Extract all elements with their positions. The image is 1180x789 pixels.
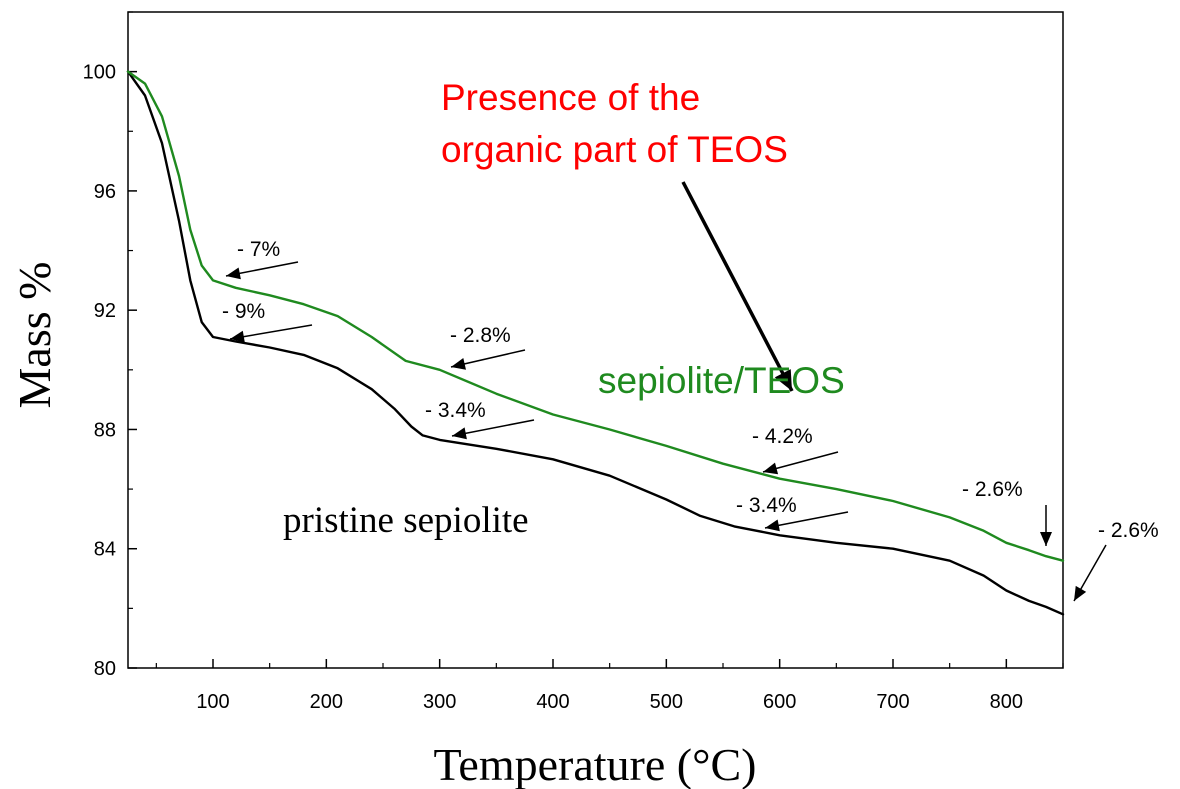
x-tick-label: 500 xyxy=(650,691,683,713)
annotation-arrows xyxy=(225,181,1107,602)
y-tick-label: 96 xyxy=(94,181,116,203)
label-green-2-6pct: - 2.6% xyxy=(962,478,1023,501)
note-line-1: Presence of the xyxy=(441,77,700,118)
arrow-teos-note-head xyxy=(774,369,792,391)
x-tick-label: 300 xyxy=(423,691,456,713)
x-tick-label: 400 xyxy=(536,691,569,713)
arrow-3-4pct-2-head xyxy=(765,519,780,532)
series-layer xyxy=(126,70,1065,616)
x-tick-label: 700 xyxy=(876,691,909,713)
label-black-2-6pct: - 2.6% xyxy=(1098,519,1159,542)
note-line-2: organic part of TEOS xyxy=(441,129,788,170)
x-tick-label: 800 xyxy=(990,691,1023,713)
arrow-3-4pct-head xyxy=(452,427,467,440)
x-tick-label: 100 xyxy=(196,691,229,713)
label-green-4-2pct: - 4.2% xyxy=(752,425,813,448)
curve-label-teos: sepiolite/TEOS xyxy=(598,360,845,401)
x-tick-label: 600 xyxy=(763,691,796,713)
y-tick-label: 88 xyxy=(94,419,116,441)
arrow-9pct-head xyxy=(230,330,245,343)
y-tick-label: 92 xyxy=(94,300,116,322)
label-black-3-4pct-2: - 3.4% xyxy=(736,494,797,517)
axis-ticks: 100 200 300 400 500 600 700 800 80 84 88 92 96 100 xyxy=(83,11,1064,713)
series-line-teos xyxy=(126,70,1065,562)
y-tick-label: 100 xyxy=(83,62,116,84)
y-tick-label: 80 xyxy=(94,658,116,680)
label-black-9pct: - 9% xyxy=(222,300,265,323)
arrow-teos-note xyxy=(681,181,794,392)
x-axis-title: Temperature (°C) xyxy=(434,739,757,789)
series-line-pristine xyxy=(126,70,1065,616)
arrow-4-2pct-head xyxy=(763,462,779,475)
arrow-2-8pct-head xyxy=(451,358,466,370)
curve-label-pristine: pristine sepiolite xyxy=(283,500,529,541)
x-tick-label: 200 xyxy=(310,691,343,713)
arrow-2-6pct-green-head xyxy=(1040,532,1052,546)
arrow-3-4pct-2 xyxy=(764,511,849,529)
y-tick-label: 84 xyxy=(94,539,116,561)
y-axis-title: Mass % xyxy=(9,262,60,409)
label-green-7pct: - 7% xyxy=(237,238,280,261)
plot-frame xyxy=(127,11,1064,669)
arrow-2-6pct-black-head xyxy=(1074,585,1087,601)
arrow-7pct-head xyxy=(226,267,241,280)
label-black-3-4pct: - 3.4% xyxy=(425,399,486,422)
label-green-2-8pct: - 2.8% xyxy=(450,324,511,347)
